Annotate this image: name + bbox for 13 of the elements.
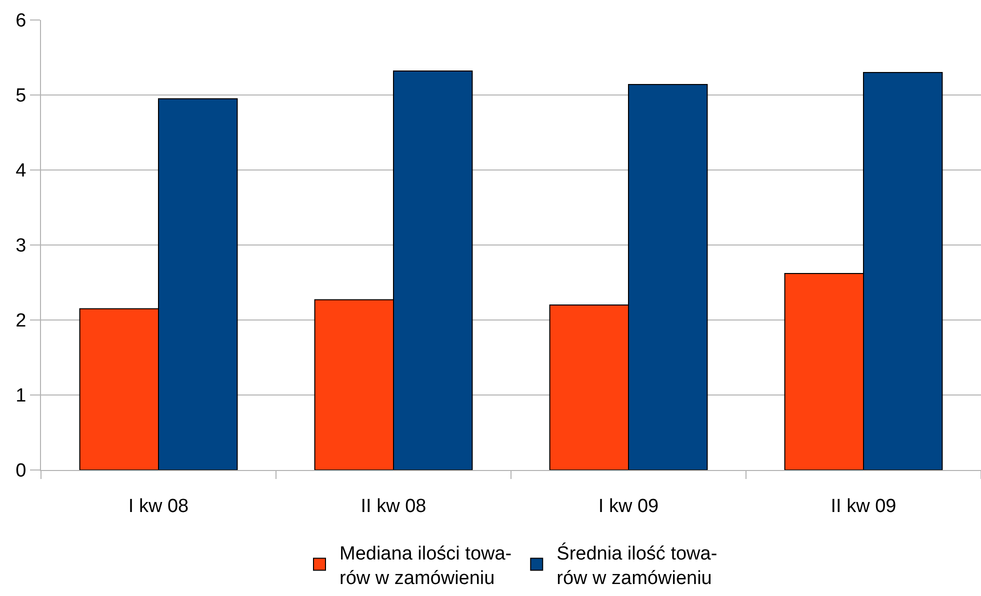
y-tick-label: 3 — [16, 236, 26, 257]
y-tick-label: 0 — [16, 460, 26, 482]
y-tick-label: 4 — [16, 160, 27, 182]
y-tick-label: 1 — [16, 386, 26, 407]
x-tick-label: II kw 09 — [830, 496, 896, 517]
x-tick-label: I kw 08 — [128, 496, 189, 517]
x-tick-label: I kw 09 — [598, 496, 659, 517]
x-tick-label: II kw 08 — [360, 496, 426, 517]
legend-label: Mediana ilości towa- rów w zamówieniu — [340, 543, 512, 589]
y-tick-label: 2 — [16, 310, 26, 332]
legend-label: Średnia ilość towa- rów w zamówieniu — [556, 541, 718, 589]
y-tick-label: 5 — [16, 86, 26, 107]
y-tick-label: 6 — [16, 10, 26, 32]
